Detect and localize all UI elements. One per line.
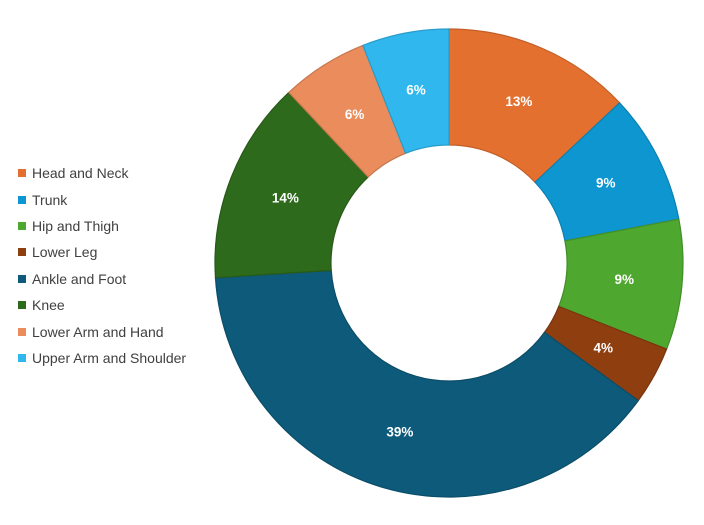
slice-label-knee: 14% (272, 191, 299, 206)
legend-item-ankle-and-foot: Ankle and Foot (18, 266, 218, 292)
legend-item-lower-leg: Lower Leg (18, 239, 218, 265)
slice-label-head-and-neck: 13% (505, 94, 532, 109)
slice-label-hip-and-thigh: 9% (614, 272, 634, 287)
labels-layer: 13% 9% 9% 4% 39% 14% 6% 6% (272, 83, 634, 440)
legend-swatch (18, 301, 26, 310)
legend-item-knee: Knee (18, 292, 218, 318)
legend-item-trunk: Trunk (18, 186, 218, 212)
legend-label: Lower Arm and Hand (32, 323, 164, 340)
legend-swatch (18, 274, 26, 283)
slice-label-trunk: 9% (596, 176, 616, 191)
legend-swatch (18, 221, 26, 230)
slice-knee (214, 91, 370, 279)
legend-item-hip-and-thigh: Hip and Thigh (18, 213, 218, 239)
slice-label-ankle-and-foot: 39% (386, 425, 413, 440)
legend-label: Trunk (32, 191, 68, 208)
chart-legend: Head and Neck Trunk Hip and Thigh Lower Leg… (18, 160, 218, 371)
legend-label: Ankle and Foot (32, 270, 127, 287)
slice-upper-arm-and-shoulder (362, 28, 450, 155)
legend-swatch (18, 248, 26, 257)
legend-label: Head and Neck (32, 165, 129, 182)
legend-swatch (18, 353, 26, 362)
slice-label-upper-arm-and-shoulder: 6% (406, 83, 426, 98)
legend-label: Lower Leg (32, 244, 98, 261)
slice-ankle-and-foot (214, 269, 640, 498)
legend-swatch (18, 195, 26, 204)
slices-layer (214, 28, 684, 498)
slice-label-lower-arm-and-hand: 6% (345, 107, 365, 122)
legend-label: Upper Arm and Shoulder (32, 349, 187, 366)
legend-swatch (18, 169, 26, 178)
legend-label: Hip and Thigh (32, 217, 119, 234)
slice-label-lower-leg: 4% (593, 340, 613, 355)
legend-item-upper-arm-and-shoulder: Upper Arm and Shoulder (18, 345, 218, 371)
legend-label: Knee (32, 297, 65, 314)
legend-item-head-and-neck: Head and Neck (18, 160, 218, 186)
legend-item-lower-arm-and-hand: Lower Arm and Hand (18, 318, 218, 344)
legend-swatch (18, 327, 26, 336)
